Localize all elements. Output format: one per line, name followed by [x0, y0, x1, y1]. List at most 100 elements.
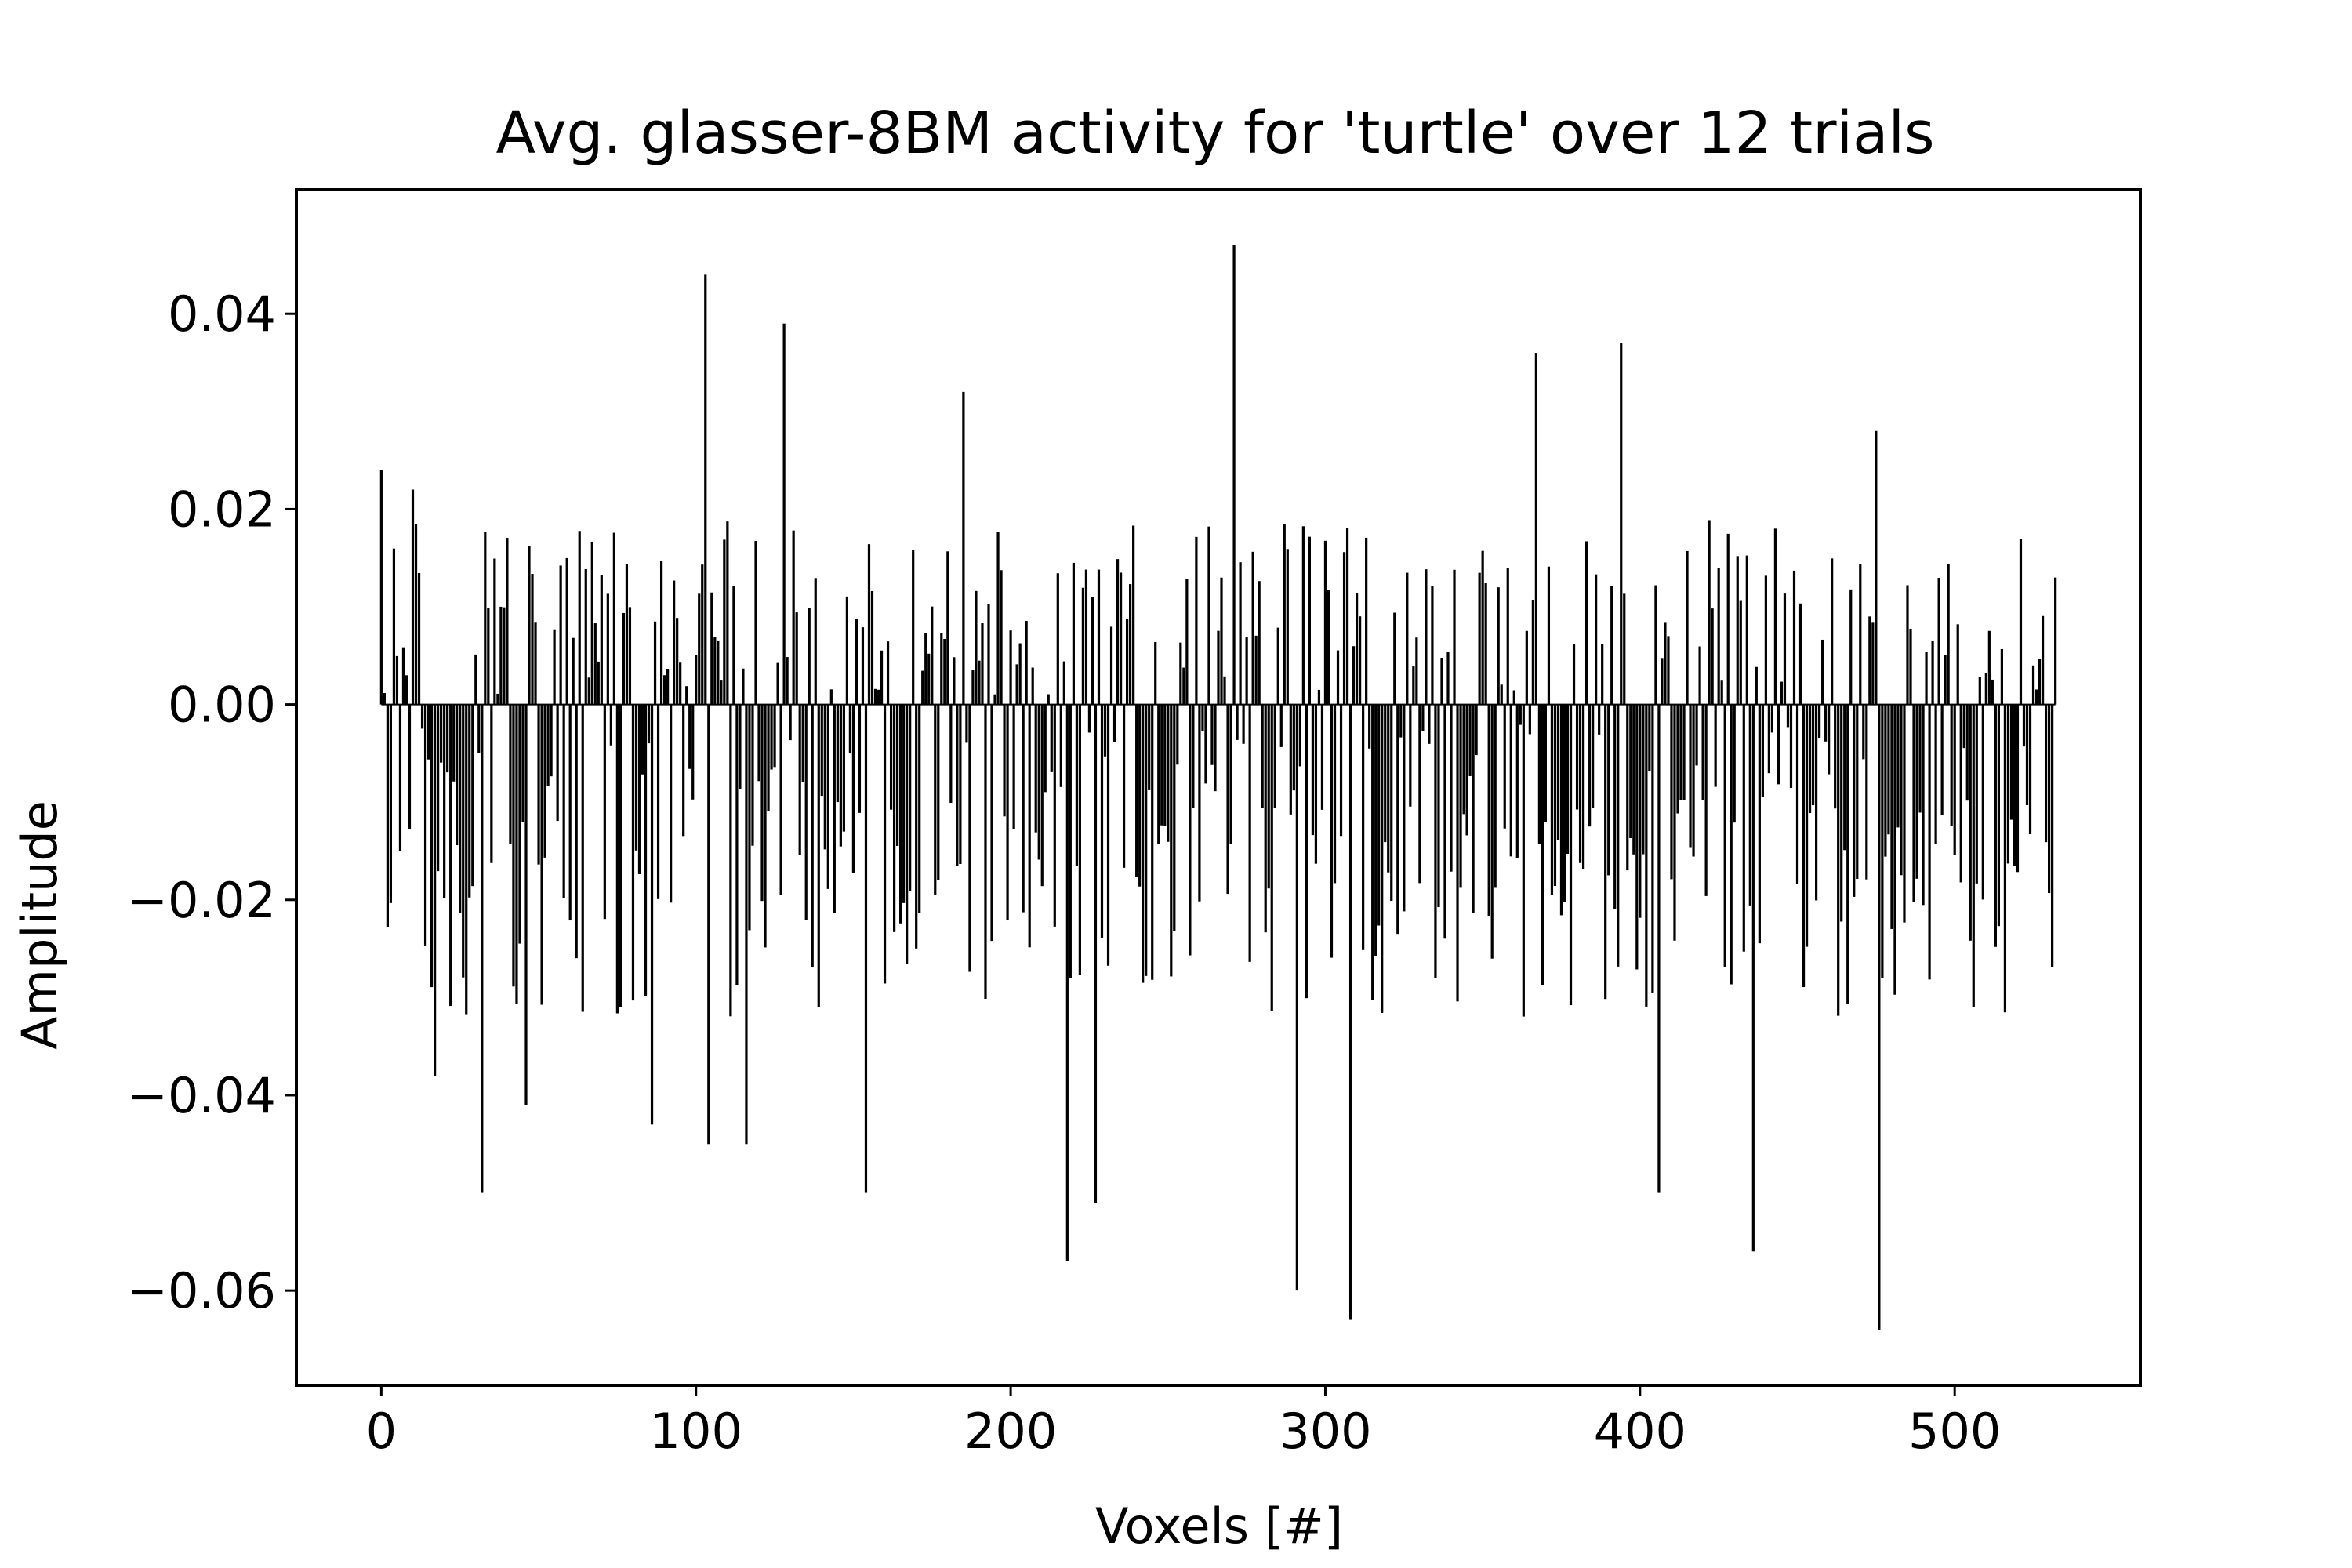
bar — [386, 704, 389, 927]
bar — [1592, 704, 1595, 808]
bar — [1531, 599, 1534, 705]
bar — [612, 532, 615, 705]
bar — [993, 694, 996, 705]
bar — [1726, 533, 1730, 705]
bar — [615, 704, 619, 1014]
bar — [609, 704, 612, 746]
bar — [1802, 704, 1806, 988]
bar — [745, 704, 748, 1145]
bar — [1865, 704, 1868, 880]
bar — [1695, 704, 1698, 766]
bar — [1258, 581, 1261, 705]
bar — [1928, 704, 1931, 980]
bar — [931, 606, 934, 705]
bar — [1097, 569, 1101, 705]
bar — [1453, 569, 1456, 705]
bar — [1581, 704, 1585, 869]
bar — [1509, 704, 1512, 857]
bar — [808, 608, 811, 705]
bar — [1664, 622, 1667, 705]
bar — [1018, 643, 1022, 705]
bar — [962, 391, 965, 705]
bar — [1179, 642, 1182, 705]
bar — [1173, 704, 1176, 931]
bar — [1484, 583, 1487, 705]
bar — [383, 693, 386, 705]
bar — [468, 704, 471, 898]
bar — [848, 704, 852, 754]
bar — [1434, 704, 1437, 978]
bar — [971, 670, 975, 705]
bar — [572, 637, 575, 705]
bar — [959, 704, 962, 865]
bar — [1651, 704, 1654, 993]
bar — [1094, 704, 1098, 1203]
bar — [1239, 562, 1242, 705]
bar — [1708, 520, 1711, 705]
bar — [1006, 704, 1009, 921]
bar — [742, 668, 745, 705]
bar — [1667, 636, 1670, 705]
bar — [987, 604, 990, 705]
bar — [578, 531, 581, 705]
bar — [1248, 704, 1251, 962]
bar — [1003, 704, 1006, 817]
bar — [1623, 593, 1626, 705]
bar — [915, 704, 918, 949]
bar — [1339, 704, 1343, 837]
bar — [1607, 704, 1610, 876]
bar — [1242, 704, 1245, 744]
bar — [1704, 704, 1708, 896]
bar — [811, 704, 814, 968]
bar — [855, 619, 858, 705]
bar — [2034, 689, 2038, 705]
bar — [1084, 569, 1088, 705]
bar — [1236, 704, 1239, 740]
bar — [1717, 568, 1720, 705]
bar — [1632, 704, 1635, 855]
bar — [1595, 574, 1598, 705]
bar — [606, 593, 609, 705]
bar — [1645, 704, 1648, 1007]
bar — [1698, 646, 1701, 705]
bar — [1893, 704, 1896, 995]
bar — [1953, 704, 1956, 855]
bar — [1056, 573, 1059, 705]
bar — [949, 704, 953, 804]
bar — [1399, 704, 1403, 738]
bar — [1135, 704, 1138, 877]
bar — [1868, 616, 1871, 705]
bar — [1912, 704, 1915, 902]
bar — [792, 530, 795, 705]
bar — [1126, 619, 1129, 705]
bar — [1412, 666, 1415, 705]
bar — [1475, 704, 1478, 756]
bar — [1761, 704, 1764, 797]
bar — [1342, 552, 1346, 705]
bar — [1770, 704, 1774, 733]
bar — [1522, 704, 1525, 1017]
bar — [1670, 704, 1673, 880]
bar — [754, 541, 757, 705]
bar — [1903, 704, 1906, 923]
bar — [1387, 704, 1390, 873]
bar — [395, 655, 399, 705]
bar — [1362, 704, 1365, 950]
bar — [688, 704, 691, 769]
bar — [1481, 550, 1484, 705]
bar — [1264, 704, 1267, 933]
bar — [1298, 704, 1301, 767]
bar — [1875, 430, 1878, 705]
bar — [1915, 704, 1918, 879]
bar — [1572, 644, 1576, 705]
bar — [751, 704, 754, 846]
bar — [1456, 704, 1459, 1002]
bar — [1443, 704, 1446, 939]
bar — [1648, 704, 1651, 771]
bar — [1163, 704, 1167, 826]
bar — [729, 704, 732, 1017]
bar — [440, 704, 443, 763]
bar — [1106, 704, 1110, 966]
bar — [1311, 704, 1315, 836]
bar — [603, 704, 606, 920]
